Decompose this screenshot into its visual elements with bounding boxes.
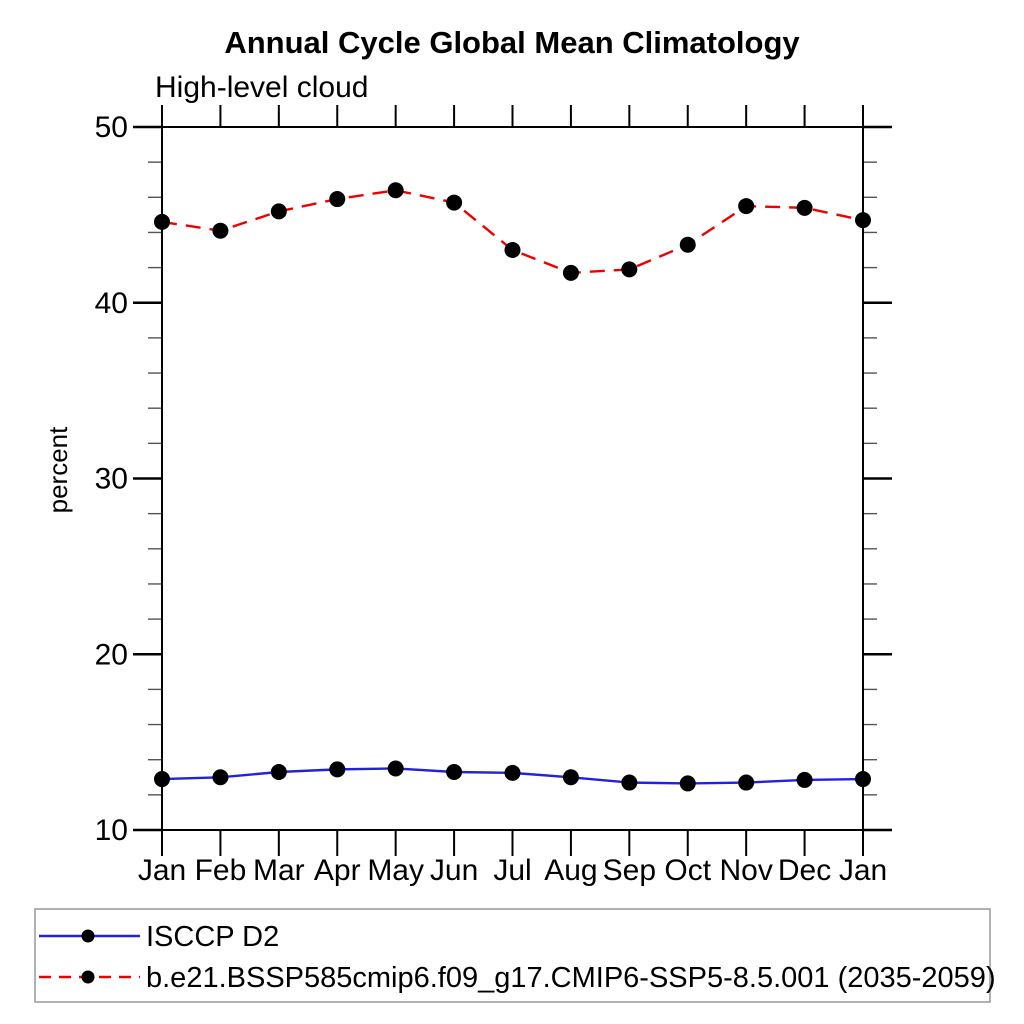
- data-point-1-Jan: [154, 213, 170, 230]
- data-point-0-Dec: [796, 771, 813, 788]
- y-tick-label: 20: [95, 638, 128, 671]
- x-tick-label: Nov: [719, 854, 772, 887]
- data-point-1-Jun: [446, 194, 463, 211]
- x-tick-label: Jul: [493, 854, 531, 887]
- x-tick-label: Feb: [195, 854, 247, 887]
- data-point-0-Oct: [679, 775, 696, 792]
- y-tick-label: 30: [95, 463, 128, 496]
- x-tick-label: Aug: [544, 854, 597, 887]
- y-tick-label: 10: [95, 814, 128, 847]
- data-point-1-Feb: [212, 222, 229, 239]
- data-point-0-Aug: [562, 769, 579, 786]
- x-tick-label: Jan: [138, 854, 186, 887]
- data-point-0-May: [387, 760, 404, 777]
- data-point-1-May: [387, 182, 404, 199]
- y-tick-label: 40: [95, 287, 128, 320]
- data-point-0-Mar: [270, 764, 287, 781]
- x-tick-label: Apr: [314, 854, 361, 887]
- legend: ISCCP D2 b.e21.BSSP585cmip6.f09_g17.CMIP…: [34, 908, 996, 1003]
- y-axis-label: percent: [43, 426, 73, 513]
- data-point-1-Jul: [504, 242, 521, 259]
- x-tick-label: May: [367, 854, 424, 887]
- legend-marker-dot-icon: [81, 929, 95, 943]
- data-point-1-Oct: [679, 236, 696, 253]
- x-tick-label: Sep: [603, 854, 656, 887]
- data-point-0-Sep: [621, 774, 638, 791]
- data-point-0-Jan: [855, 771, 871, 788]
- data-point-0-Feb: [212, 769, 229, 786]
- data-point-1-Sep: [621, 261, 638, 278]
- data-point-1-Dec: [796, 199, 813, 216]
- legend-label-model: b.e21.BSSP585cmip6.f09_g17.CMIP6-SSP5-8.…: [146, 962, 996, 994]
- data-point-0-Nov: [738, 774, 755, 791]
- legend-box: [34, 908, 991, 1003]
- chart-title: Annual Cycle Global Mean Climatology: [224, 25, 800, 60]
- series-line-1: [161, 189, 864, 275]
- data-point-0-Jan: [154, 771, 170, 788]
- legend-label-isccp: ISCCP D2: [146, 921, 279, 953]
- legend-item-isccp: ISCCP D2: [39, 921, 279, 953]
- data-point-0-Jun: [446, 764, 463, 781]
- x-tick-label: Mar: [253, 854, 305, 887]
- data-point-1-Nov: [738, 198, 755, 215]
- x-tick-label: Jan: [839, 854, 887, 887]
- chart-subtitle: High-level cloud: [155, 71, 368, 104]
- x-tick-label: Oct: [664, 854, 711, 887]
- data-point-0-Apr: [329, 761, 346, 778]
- data-point-0-Jul: [504, 764, 521, 781]
- data-point-1-Aug: [562, 264, 579, 281]
- y-tick-label: 50: [95, 111, 128, 144]
- data-point-1-Apr: [329, 191, 346, 208]
- legend-item-model: b.e21.BSSP585cmip6.f09_g17.CMIP6-SSP5-8.…: [39, 962, 996, 994]
- x-tick-label: Dec: [778, 854, 831, 887]
- x-tick-label: Jun: [430, 854, 478, 887]
- legend-marker-dot-icon: [81, 970, 95, 984]
- data-point-1-Jan: [855, 212, 871, 229]
- plot-area: Jan Feb Mar Apr May Jun Jul Aug Sep Oct Nov Dec Jan1…: [95, 105, 892, 887]
- plot-frame: [161, 126, 864, 831]
- data-point-1-Mar: [270, 203, 287, 220]
